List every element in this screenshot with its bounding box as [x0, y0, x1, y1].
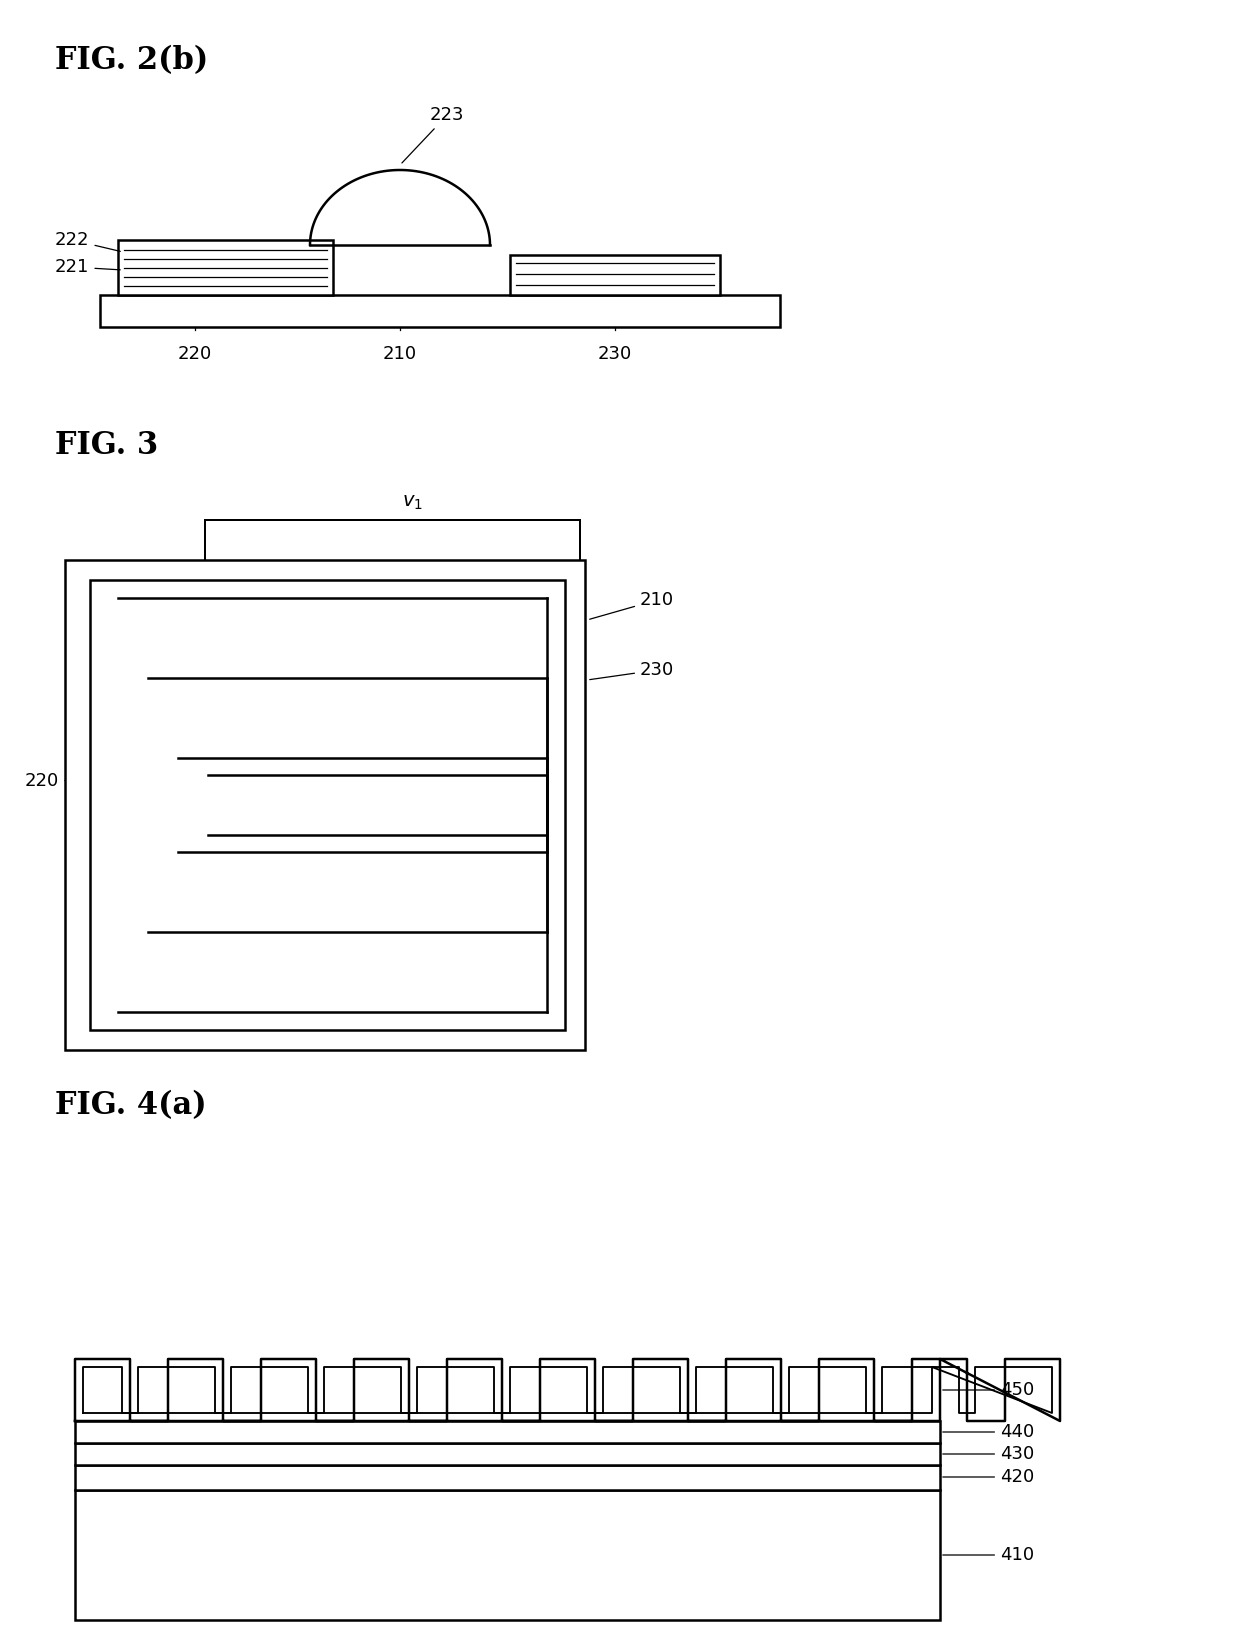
Text: 210: 210	[383, 345, 417, 363]
Bar	[64, 561, 585, 1051]
Bar	[74, 1465, 940, 1489]
Bar	[118, 240, 334, 294]
Text: 220: 220	[25, 771, 64, 789]
Bar	[74, 1420, 940, 1443]
Text: 210: 210	[590, 590, 675, 620]
Bar	[510, 255, 720, 294]
Text: 222: 222	[55, 232, 120, 252]
Text: FIG. 2(b): FIG. 2(b)	[55, 44, 208, 76]
Text: 221: 221	[55, 258, 120, 276]
Text: 230: 230	[598, 345, 632, 363]
Bar	[74, 1489, 940, 1619]
Bar	[100, 294, 780, 327]
Bar	[91, 580, 565, 1031]
Text: FIG. 3: FIG. 3	[55, 431, 159, 460]
Text: 440: 440	[942, 1424, 1034, 1442]
Text: 220: 220	[177, 345, 212, 363]
Text: 450: 450	[942, 1381, 1034, 1399]
Text: 430: 430	[942, 1445, 1034, 1463]
Text: 230: 230	[590, 661, 675, 679]
Text: $v_1$: $v_1$	[402, 493, 423, 511]
Text: 410: 410	[942, 1545, 1034, 1563]
Bar	[74, 1443, 940, 1465]
Text: 420: 420	[942, 1468, 1034, 1486]
Text: 223: 223	[402, 105, 465, 163]
Text: FIG. 4(a): FIG. 4(a)	[55, 1090, 207, 1121]
